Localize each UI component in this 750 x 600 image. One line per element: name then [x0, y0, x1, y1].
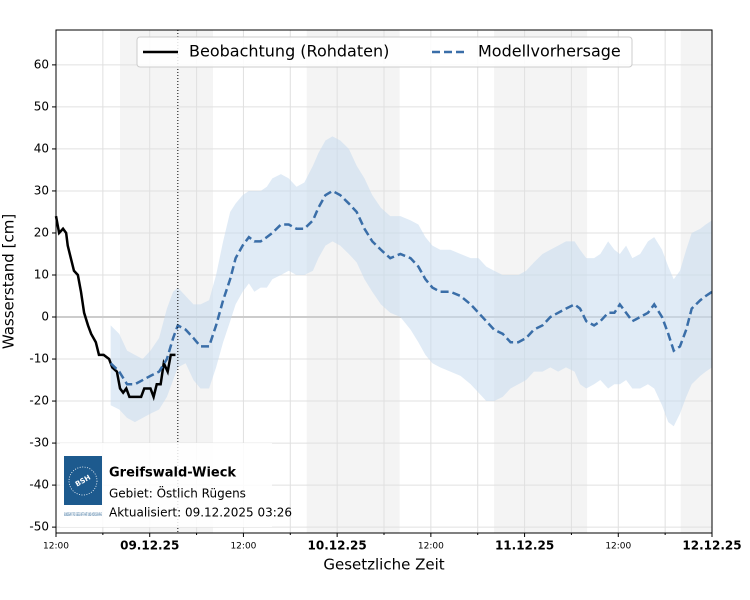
y-tick-label: 40 [34, 141, 49, 155]
x-axis-label: Gesetzliche Zeit [323, 556, 444, 574]
y-tick-label: -10 [29, 352, 49, 366]
x-tick-label: 09.12.25 [120, 539, 179, 553]
series-line [109, 189, 713, 386]
y-tick-label: -30 [29, 436, 49, 450]
legend-box [136, 36, 633, 68]
logo-ring [68, 466, 98, 496]
y-tick-label: 50 [34, 99, 49, 113]
y-tick-label: 20 [34, 225, 49, 239]
y-tick-label: 30 [34, 183, 49, 197]
x-tick-label: 10.12.25 [308, 539, 367, 553]
x-tick-label: 12:00 [230, 542, 256, 552]
y-tick-label: 10 [34, 267, 49, 281]
legend-label: Beobachtung (Rohdaten) [189, 42, 389, 61]
y-tick-label: 60 [34, 57, 49, 71]
legend-label: Modellvorhersage [478, 42, 621, 61]
series-line [54, 215, 176, 402]
y-axis-label: Wasserstand [cm] [0, 214, 18, 349]
y-tick-label: -20 [29, 394, 49, 408]
station-area: Gebiet: Östlich Rügens [109, 485, 246, 501]
plot-overlay: -50 -40 -30 -20 -10 0 10 20 30 40 50 60 12:00 09.12.2… [0, 29, 742, 574]
logo-box [64, 456, 102, 505]
confidence-band [110, 136, 712, 427]
y-tick-label: -50 [29, 520, 49, 534]
y-tick-label: 0 [41, 310, 49, 324]
logo-caption: BUNDESAMT FÜR SEESCHIFFFAHRT UND HYDROGR… [64, 512, 102, 517]
x-tick-label: 11.12.25 [495, 539, 554, 553]
station-name: Greifswald-Wieck [109, 466, 236, 481]
x-tick-label: 12:00 [43, 542, 69, 552]
x-tick-label: 12.12.25 [682, 539, 741, 553]
y-tick-label: -40 [29, 478, 49, 492]
plot-content [54, 30, 713, 533]
x-tick-label: 12:00 [605, 542, 631, 552]
update-time: Aktualisiert: 09.12.2025 03:26 [109, 506, 292, 520]
x-tick-label: 12:00 [418, 542, 444, 552]
